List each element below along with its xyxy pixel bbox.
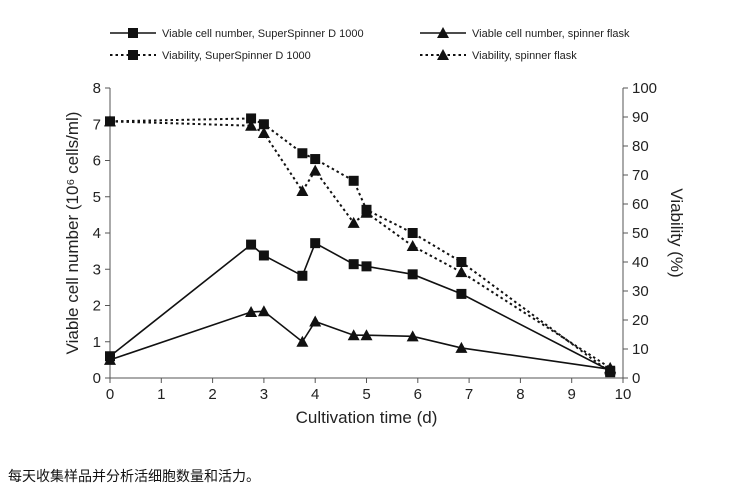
series-line [109, 310, 611, 371]
y-tick-label-right: 40 [632, 254, 649, 271]
y-tick-label-right: 100 [632, 80, 657, 97]
x-tick-label: 5 [362, 386, 370, 403]
series-0 [105, 238, 616, 376]
data-point [258, 250, 269, 261]
data-point [246, 239, 257, 250]
chart: Viable cell number, SuperSpinner D 1000 V… [63, 27, 686, 427]
x-tick-label: 10 [615, 386, 632, 403]
data-point [309, 164, 322, 176]
legend: Viable cell number, SuperSpinner D 1000 V… [110, 27, 630, 62]
figure-caption: 每天收集样品并分析活细胞数量和活力。 [8, 469, 260, 485]
series-line [109, 120, 611, 369]
y-tick-label-left: 2 [93, 298, 101, 315]
y-tick-label-right: 90 [632, 109, 649, 126]
legend-marker [128, 28, 138, 38]
data-point [348, 259, 359, 270]
x-tick-label: 1 [157, 386, 165, 403]
data-point [361, 261, 372, 272]
data-point [347, 329, 360, 341]
legend-item: Viable cell number, spinner flask [420, 27, 630, 40]
y-tick-label-left: 0 [93, 370, 101, 387]
series-layer [104, 113, 617, 378]
data-point [246, 113, 257, 124]
x-tick-label: 6 [414, 386, 422, 403]
data-point [347, 216, 360, 228]
data-point [297, 270, 308, 281]
x-tick-label: 7 [465, 386, 473, 403]
data-point [456, 257, 467, 267]
y-tick-label-left: 4 [93, 225, 101, 242]
x-tick-label: 4 [311, 386, 319, 403]
data-point [310, 154, 321, 165]
data-point [296, 335, 309, 347]
y-tick-label-left: 5 [93, 189, 101, 206]
data-point [360, 206, 373, 218]
y-tick-label-right: 50 [632, 225, 649, 242]
data-point [245, 306, 258, 318]
data-point [257, 126, 270, 138]
data-point [406, 240, 419, 252]
y-tick-label-right: 60 [632, 196, 649, 213]
y-tick-label-left: 6 [93, 153, 101, 170]
legend-label: Viable cell number, spinner flask [472, 28, 630, 40]
x-tick-label: 9 [568, 386, 576, 403]
x-tick-label: 8 [516, 386, 524, 403]
data-point [257, 305, 270, 317]
y-tick-label-left: 7 [93, 116, 101, 133]
legend-item: Viability, spinner flask [420, 49, 577, 62]
series-1 [104, 305, 617, 375]
data-point [297, 148, 308, 159]
legend-label: Viability, spinner flask [472, 50, 577, 62]
data-point [258, 119, 269, 130]
data-point [406, 330, 419, 342]
legend-marker [437, 49, 449, 60]
y-tick-label-right: 10 [632, 341, 649, 358]
legend-label: Viable cell number, SuperSpinner D 1000 [162, 28, 364, 40]
x-axis-title: Cultivation time (d) [296, 408, 438, 427]
axes: 0 1 2 3 4 5 6 7 8 9 100123456780102030405060708090… [63, 80, 686, 427]
data-point [407, 228, 418, 238]
data-point [310, 238, 321, 249]
data-point [455, 266, 468, 278]
y-axis-title-right: Viability (%) [667, 188, 686, 277]
legend-item: Viable cell number, SuperSpinner D 1000 [110, 28, 364, 40]
y-axis-title-left: Viable cell number (10⁶ cells/ml) [63, 112, 82, 355]
y-tick-label-right: 80 [632, 138, 649, 155]
series-3 [104, 115, 617, 373]
data-point [455, 341, 468, 353]
y-tick-label-right: 30 [632, 283, 649, 300]
data-point [348, 175, 359, 186]
y-tick-label-left: 8 [93, 80, 101, 97]
series-2 [105, 113, 616, 378]
legend-marker [128, 50, 138, 60]
y-tick-label-left: 3 [93, 261, 101, 278]
legend-marker [437, 27, 449, 38]
data-point [604, 361, 617, 373]
data-point [360, 329, 373, 341]
x-tick-label: 2 [208, 386, 216, 403]
data-point [456, 288, 467, 299]
legend-label: Viability, SuperSpinner D 1000 [162, 50, 311, 62]
series-line [109, 242, 611, 372]
data-point [245, 119, 258, 131]
y-tick-label-right: 0 [632, 370, 640, 387]
data-point [296, 184, 309, 196]
data-point [104, 353, 116, 365]
data-point [407, 269, 418, 280]
legend-item: Viability, SuperSpinner D 1000 [110, 50, 311, 62]
y-tick-label-left: 1 [93, 334, 101, 351]
y-tick-label-right: 70 [632, 167, 649, 184]
data-point [104, 115, 116, 127]
x-tick-label: 3 [260, 386, 268, 403]
data-point [309, 315, 322, 327]
y-tick-label-right: 20 [632, 312, 649, 329]
x-tick-label: 0 [106, 386, 114, 403]
